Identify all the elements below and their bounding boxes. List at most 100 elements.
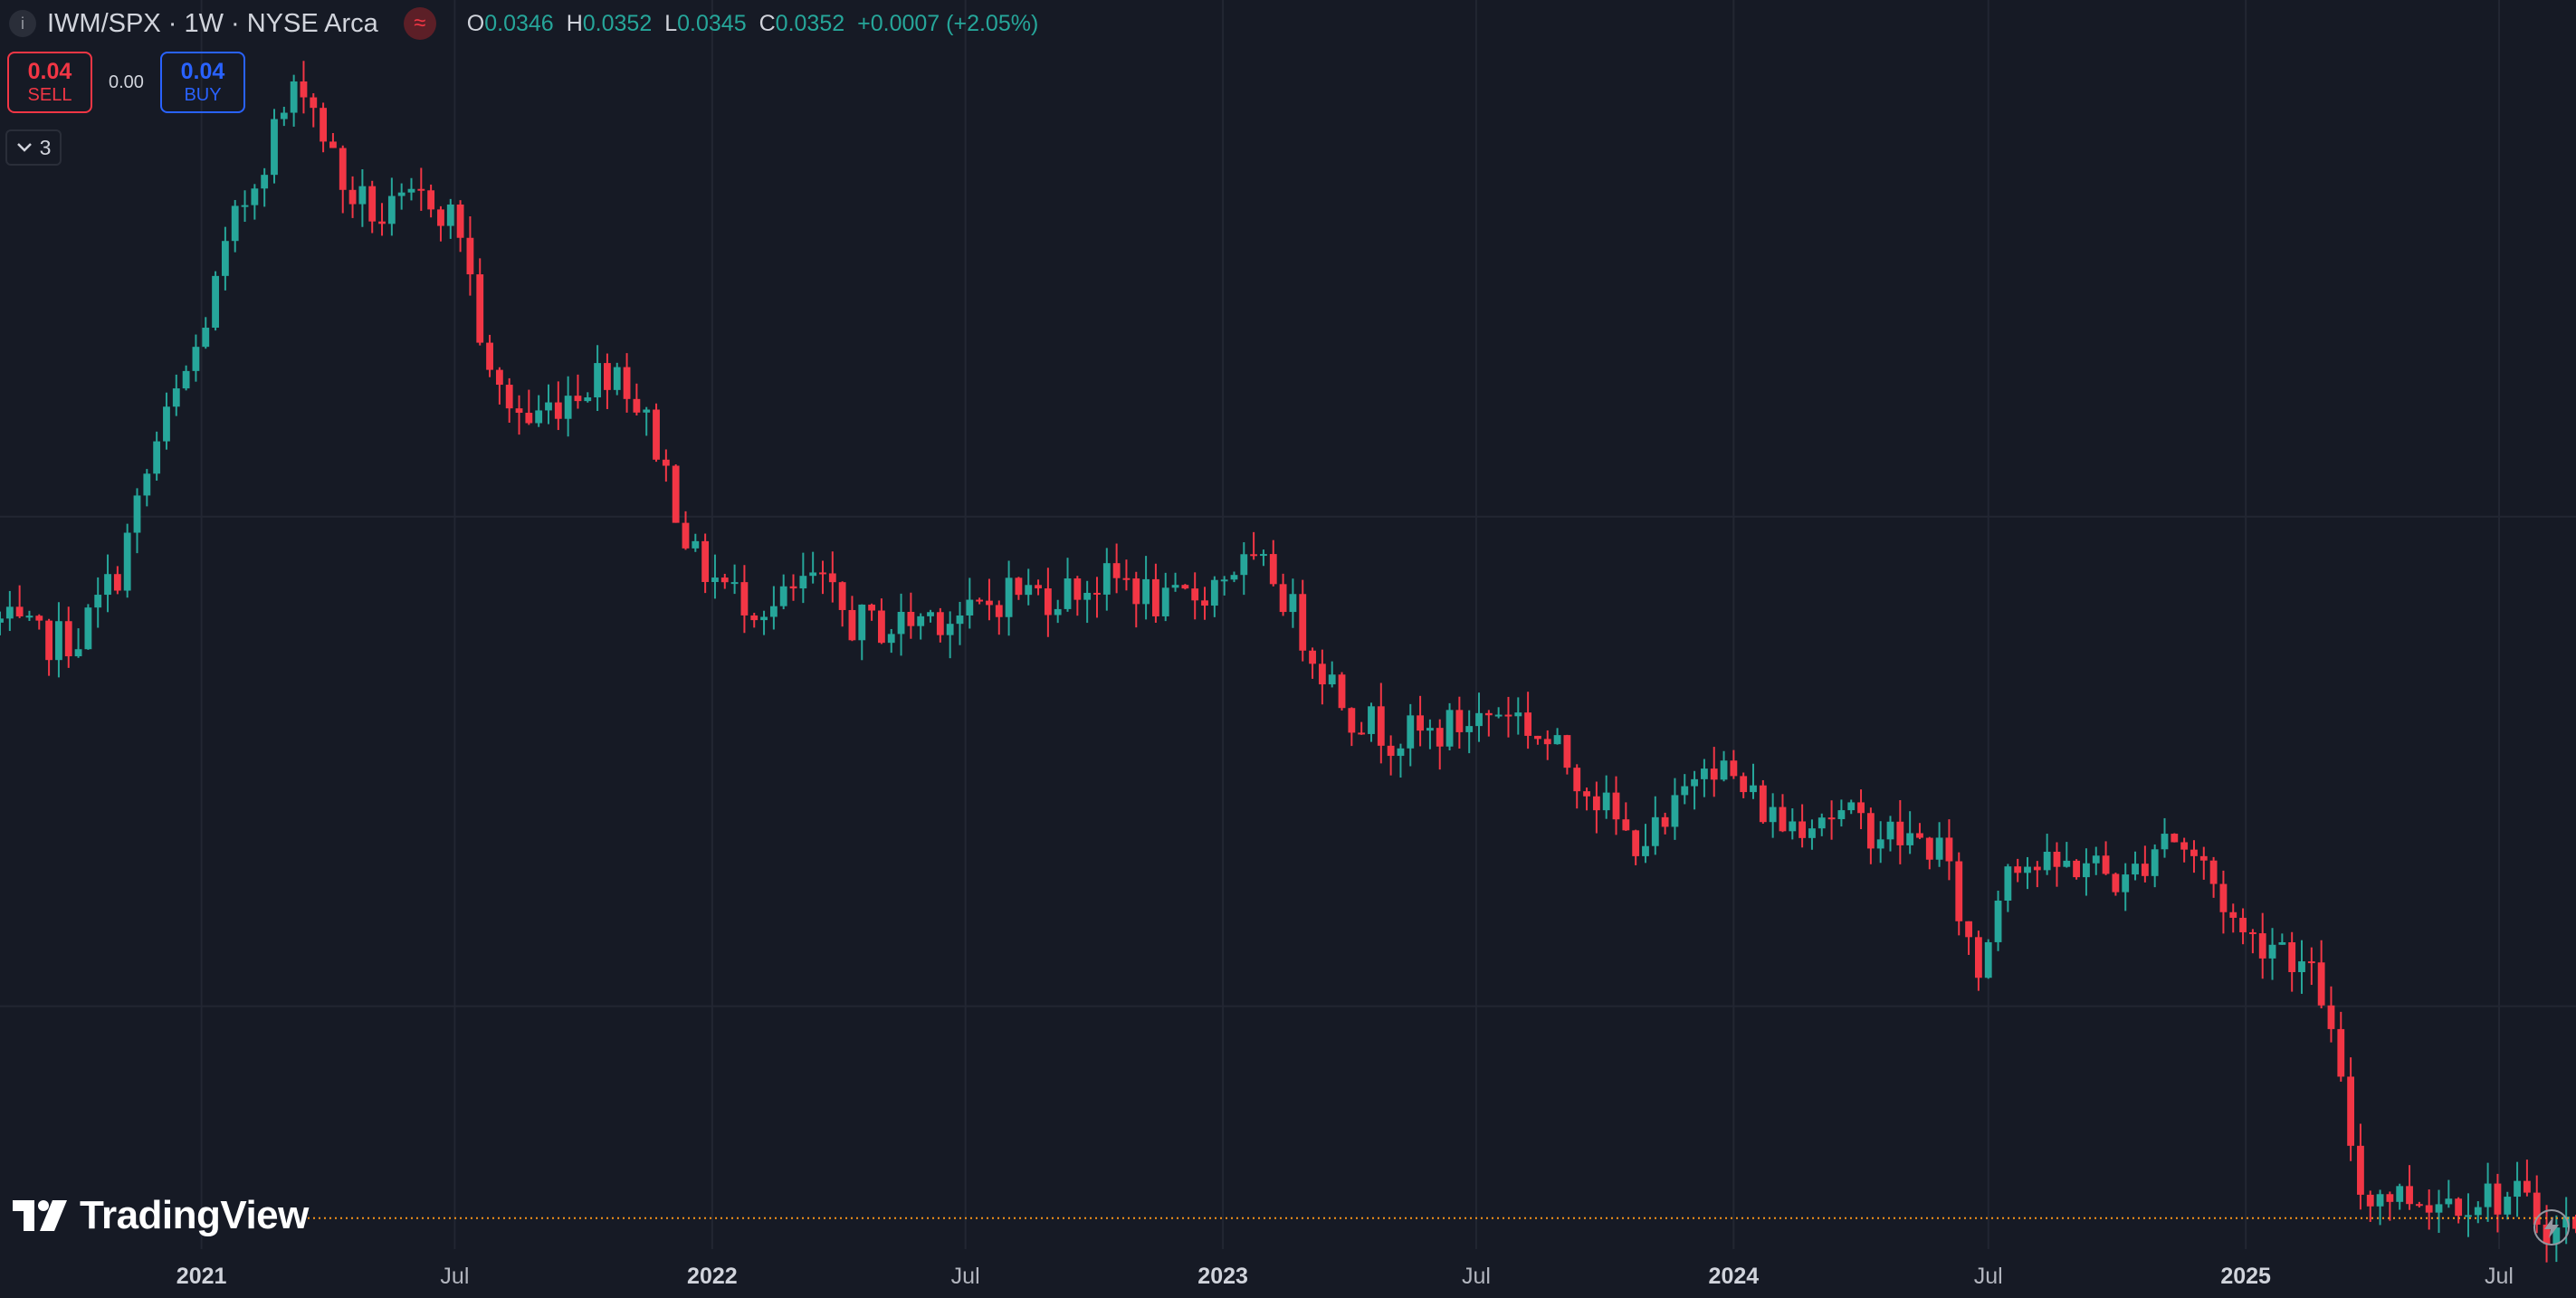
candle-body [1955, 861, 1963, 921]
candle [2014, 858, 2022, 883]
candle [1122, 559, 1131, 591]
candle [2180, 837, 2189, 863]
candle-body [1563, 735, 1571, 768]
candle-body [917, 616, 925, 626]
candle-body [1994, 900, 2002, 942]
candle-body [2190, 849, 2198, 856]
candle [1299, 579, 1307, 662]
candle [966, 577, 974, 629]
candle-body [2258, 933, 2266, 959]
change-value: +0.0007 (+2.05%) [857, 10, 1039, 36]
candle [2455, 1197, 2463, 1224]
candle [1132, 571, 1140, 628]
candle-body [1210, 579, 1218, 606]
candle-body [554, 402, 562, 419]
candle [1475, 692, 1483, 742]
candle-body [1642, 845, 1649, 856]
indicator-icon[interactable]: ≈ [403, 7, 436, 40]
candle [682, 511, 690, 550]
time-axis-label: Jul [2484, 1264, 2514, 1289]
candle [1035, 579, 1042, 596]
buy-button[interactable]: 0.04 BUY [160, 52, 245, 113]
candle [613, 362, 621, 396]
candle-body [348, 189, 357, 205]
candle [1455, 696, 1464, 749]
candle [1759, 779, 1767, 824]
candle [1779, 794, 1787, 833]
candle [1994, 890, 2002, 951]
candle-body [1132, 578, 1140, 605]
candle-body [486, 342, 493, 370]
candle-body [320, 108, 328, 142]
candle-body [300, 81, 308, 98]
candle-body [2004, 866, 2012, 901]
tradingview-logo-icon [13, 1200, 67, 1231]
candle-body [0, 618, 4, 623]
candle [1025, 568, 1033, 606]
candle [868, 603, 876, 621]
candle-body [594, 363, 602, 398]
candle-body [1201, 600, 1208, 606]
candle [887, 628, 895, 654]
candle-body [378, 221, 386, 224]
sell-button[interactable]: 0.04 SELL [7, 52, 92, 113]
candle-body [113, 574, 121, 591]
candle [417, 167, 425, 211]
candle-body [1759, 785, 1767, 823]
candle [1769, 793, 1777, 838]
candle-body [2024, 866, 2031, 873]
candle-body [515, 408, 523, 414]
candle-body [2092, 855, 2100, 864]
candle-body [1612, 792, 1620, 820]
candle [653, 403, 660, 463]
candle [2239, 908, 2247, 945]
candle-body [212, 275, 219, 329]
candle-body [163, 406, 170, 442]
candle-body [2484, 1183, 2492, 1207]
candle-body [740, 582, 749, 616]
candle [1269, 539, 1277, 587]
candle [878, 598, 885, 644]
candle [584, 392, 592, 403]
candle-body [153, 441, 161, 474]
candle-body [1475, 712, 1483, 727]
candle-body [35, 616, 43, 621]
flash-button[interactable] [2533, 1209, 2570, 1246]
candle-body [1857, 802, 1865, 814]
candle-body [946, 624, 954, 635]
candle [1524, 692, 1532, 749]
candle-body [1436, 728, 1444, 747]
candle [113, 566, 121, 595]
candle [1642, 824, 1649, 864]
candle-body [633, 398, 641, 413]
candle [2083, 848, 2090, 896]
indicators-collapse-button[interactable]: 3 [5, 129, 62, 166]
candle [2053, 842, 2061, 887]
candle-body [2514, 1180, 2521, 1198]
tradingview-logo[interactable]: TradingView [13, 1193, 309, 1238]
candle [907, 592, 915, 639]
symbol-title[interactable]: IWM/SPX · 1W · NYSE Arca [47, 8, 378, 38]
candle [192, 334, 200, 382]
candle [1348, 707, 1356, 747]
candle-body [809, 572, 817, 577]
candle-body [613, 367, 621, 390]
candle [2004, 864, 2012, 912]
time-axis-label: Jul [1973, 1264, 2003, 1289]
candle-body [221, 241, 229, 276]
candle-body [94, 595, 102, 608]
info-icon[interactable]: i [9, 10, 36, 37]
candle [1368, 702, 1375, 742]
candle-body [2415, 1204, 2423, 1207]
candle-body [525, 413, 533, 424]
candle-body [1876, 839, 1884, 849]
candle [290, 74, 298, 127]
candle-body [1015, 577, 1023, 596]
candle [182, 365, 190, 391]
candle-body [1240, 554, 1248, 576]
candle [1064, 558, 1072, 612]
candle-body [476, 274, 484, 343]
sell-price: 0.04 [27, 59, 72, 84]
chevron-down-icon [16, 143, 32, 152]
